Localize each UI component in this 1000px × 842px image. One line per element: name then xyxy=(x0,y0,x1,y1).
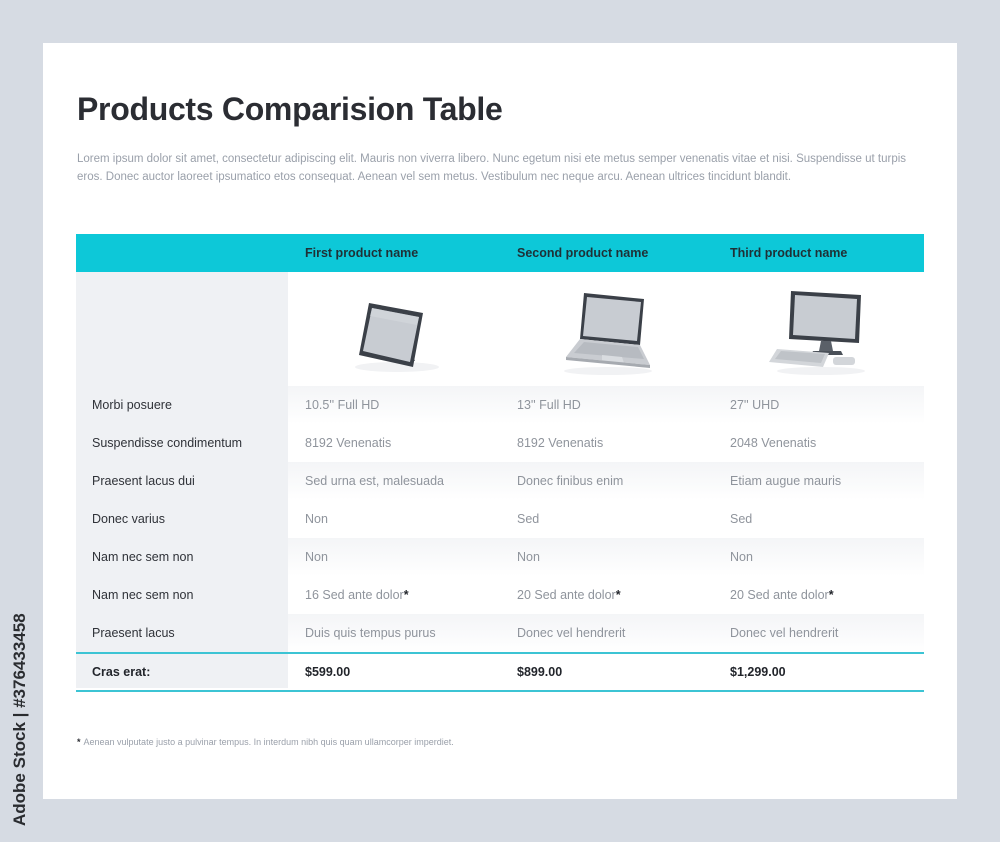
table-row: Nam nec sem non Non Non Non xyxy=(76,538,924,576)
total-label: Cras erat: xyxy=(92,665,151,679)
total-price-row: Cras erat: $599.00 $899.00 $1,299.00 xyxy=(76,652,924,692)
table-row: Praesent lacus dui Sed urna est, malesua… xyxy=(76,462,924,500)
tablet-icon xyxy=(288,272,500,386)
table-row: Praesent lacus Duis quis tempus purus Do… xyxy=(76,614,924,652)
product-1-name: First product name xyxy=(305,246,419,260)
product-1-price: $599.00 xyxy=(305,665,351,679)
product-2-price: $899.00 xyxy=(517,665,563,679)
product-3-name: Third product name xyxy=(730,246,848,260)
laptop-icon xyxy=(500,272,712,386)
desktop-computer-icon xyxy=(713,272,925,386)
product-image-row xyxy=(76,272,924,386)
page-title: Products Comparision Table xyxy=(77,91,503,127)
table-row: Donec varius Non Sed Sed xyxy=(92,512,753,526)
comparison-card: Products Comparision Table Lorem ipsum d… xyxy=(43,43,957,799)
footnote-marker: * xyxy=(828,588,834,602)
table-row: Nam nec sem non 16 Sed ante dolor* 20 Se… xyxy=(92,588,834,602)
table-row: Suspendisse condimentum 8192 Venenatis 8… xyxy=(92,436,817,450)
product-3-price: $1,299.00 xyxy=(730,665,786,679)
table-header: First product name Second product name T… xyxy=(76,234,924,272)
footnote-marker: * xyxy=(403,588,409,602)
product-2-name: Second product name xyxy=(517,246,649,260)
stock-id-watermark: Adobe Stock | #376433458 xyxy=(10,613,29,826)
footnote: * Aenean vulputate justo a pulvinar tempu… xyxy=(77,737,454,747)
comparison-table: First product name Second product name T… xyxy=(76,234,924,692)
footnote-marker: * xyxy=(615,588,621,602)
label-column-background xyxy=(76,272,288,688)
intro-paragraph: Lorem ipsum dolor sit amet, consectetur … xyxy=(77,153,907,183)
table-row: Morbi posuere 10.5'' Full HD 13'' Full H… xyxy=(76,386,924,424)
